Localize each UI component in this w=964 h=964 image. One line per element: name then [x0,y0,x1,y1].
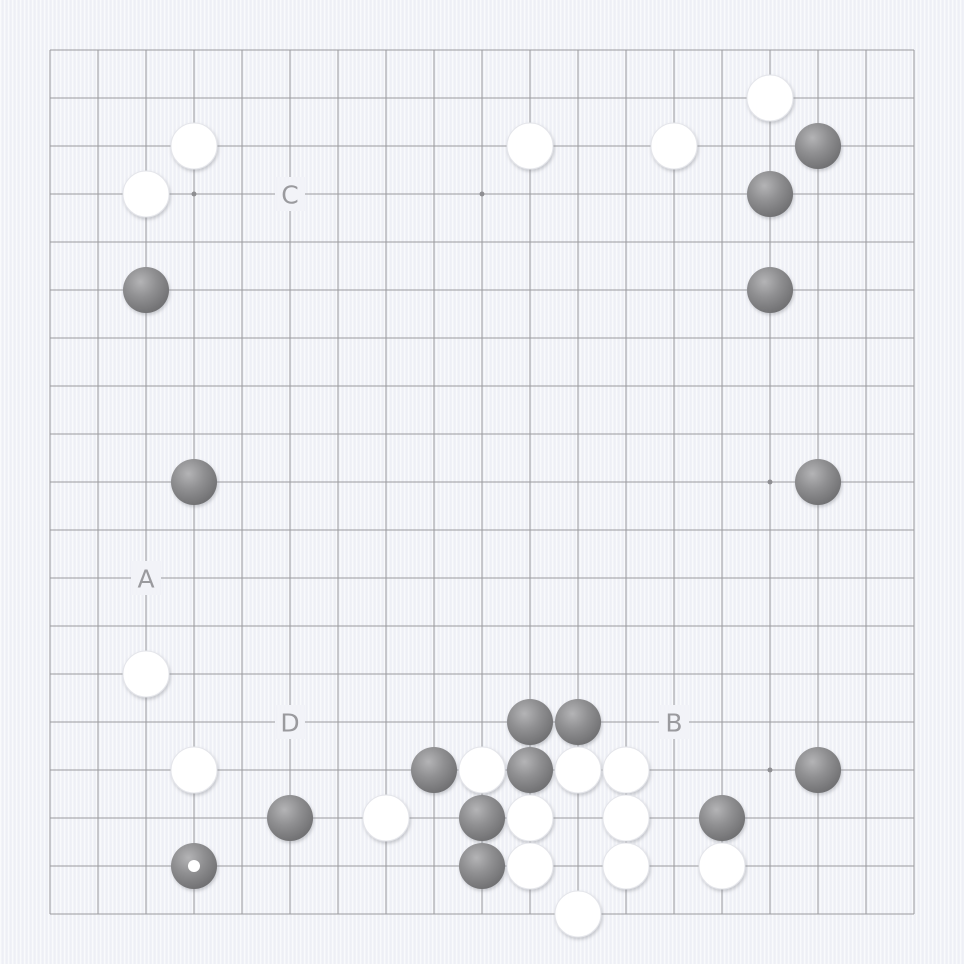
black-stone[interactable] [507,747,553,793]
white-stone[interactable] [170,122,218,170]
last-move-marker [188,860,200,872]
star-point [767,767,773,773]
white-stone[interactable] [362,794,410,842]
star-points [191,191,773,773]
board-stones [122,74,841,938]
white-stone[interactable] [122,170,170,218]
black-stone[interactable] [123,267,169,313]
white-stone[interactable] [650,122,698,170]
white-stone[interactable] [602,842,650,890]
white-stone[interactable] [746,74,794,122]
black-stone[interactable] [795,747,841,793]
board-label: C [275,177,305,211]
white-stone[interactable] [554,890,602,938]
board-label-background [275,705,305,739]
star-point [191,191,197,197]
board-label: B [659,705,689,739]
board-label: D [275,705,305,739]
black-stone[interactable] [747,267,793,313]
star-point [479,191,485,197]
white-stone[interactable] [170,746,218,794]
black-stone[interactable] [555,699,601,745]
white-stone[interactable] [506,122,554,170]
black-stone[interactable] [459,843,505,889]
black-stone[interactable] [459,795,505,841]
board-label-text: D [280,709,299,738]
board-label: A [131,561,161,595]
white-stone[interactable] [506,794,554,842]
black-stone[interactable] [699,795,745,841]
black-stone[interactable] [747,171,793,217]
board-label-background [131,561,161,595]
board-label-text: B [665,709,682,738]
board-label-background [659,705,689,739]
board-label-background [275,177,305,211]
board-label-text: A [137,565,154,594]
white-stone[interactable] [554,746,602,794]
white-stone[interactable] [458,746,506,794]
black-stone[interactable] [795,123,841,169]
white-stone[interactable] [122,650,170,698]
star-point [767,479,773,485]
black-stone[interactable] [507,699,553,745]
black-stone[interactable] [267,795,313,841]
white-stone[interactable] [602,794,650,842]
board-label-text: C [281,181,298,210]
black-stone[interactable] [171,459,217,505]
black-stone[interactable] [795,459,841,505]
white-stone[interactable] [698,842,746,890]
board-labels: A B C D [131,177,689,739]
white-stone[interactable] [602,746,650,794]
white-stone[interactable] [506,842,554,890]
black-stone[interactable] [411,747,457,793]
